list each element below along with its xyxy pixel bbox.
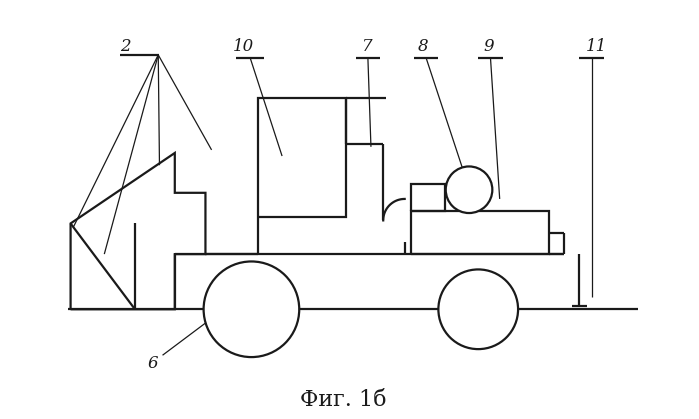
Text: 10: 10 (233, 38, 254, 54)
Circle shape (446, 166, 492, 213)
Text: 11: 11 (586, 38, 607, 54)
Text: 9: 9 (483, 38, 493, 54)
Text: Фиг. 1б: Фиг. 1б (300, 389, 387, 411)
Text: 2: 2 (120, 38, 130, 54)
Text: 6: 6 (147, 354, 158, 372)
Text: 8: 8 (418, 38, 428, 54)
Text: 7: 7 (362, 38, 373, 54)
Circle shape (438, 269, 518, 349)
Circle shape (203, 261, 299, 357)
